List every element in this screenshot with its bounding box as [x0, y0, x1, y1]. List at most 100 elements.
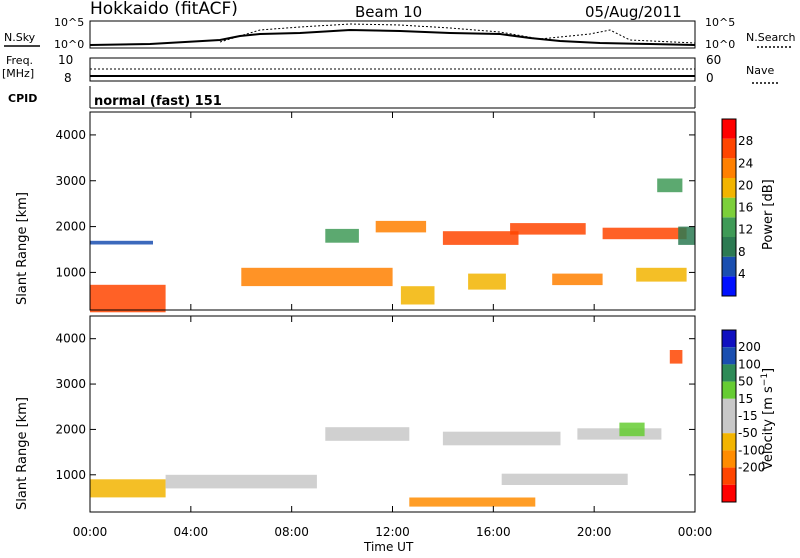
x-tick-label: 00:00 [73, 525, 108, 539]
y-tick-label: 1000 [55, 265, 86, 279]
power-yticks: 1000 2000 3000 4000 [55, 128, 695, 279]
freq-label-2: [MHz] [2, 67, 34, 80]
x-axis-label: Time UT [363, 540, 414, 554]
x-tick-label: 16:00 [476, 525, 511, 539]
x-tick-label: 08:00 [274, 525, 309, 539]
power-ylabel: Slant Range [km] [15, 192, 30, 305]
velocity-ylabel: Slant Range [km] [15, 397, 30, 510]
power-cell [657, 178, 683, 193]
cpid-label: CPID [8, 92, 37, 105]
power-colorbar-band [722, 197, 736, 218]
velocity-cell [165, 474, 317, 489]
velocity-colorbar-band [722, 467, 736, 485]
power-colorbar-label: Power [dB] [761, 179, 776, 250]
cpid-value: normal (fast) 151 [94, 94, 222, 109]
power-cell [602, 227, 687, 240]
power-colorbar-tick: 24 [738, 156, 753, 170]
velocity-cell [501, 473, 628, 485]
noise-sky-trace [89, 28, 696, 46]
power-cell [636, 267, 687, 282]
power-colorbar-band [722, 276, 736, 296]
noise-right-tick-bottom: 10^0 [705, 38, 735, 51]
velocity-colorbar-band [722, 416, 736, 434]
freq-left-tick-top: 10 [58, 53, 73, 67]
velocity-panel: 1000 2000 3000 4000 Slant Range [km] 200 100… [15, 315, 776, 513]
power-colorbar-tick: 28 [738, 134, 753, 148]
velocity-cell [409, 497, 536, 507]
noise-right-tick-top: 10^5 [705, 16, 735, 29]
velocity-colorbar-tick: 100 [738, 357, 761, 371]
velocity-yticks: 1000 2000 3000 4000 [55, 332, 695, 482]
power-colorbar-tick: 16 [738, 201, 753, 215]
velocity-cell [442, 431, 561, 446]
y-tick-label: 4000 [55, 128, 86, 142]
power-colorbar-tick: 12 [738, 223, 753, 237]
velocity-cells [90, 350, 683, 507]
velocity-colorbar-band [722, 484, 736, 502]
noise-search-trace [219, 23, 696, 44]
y-tick-label: 3000 [55, 377, 86, 391]
velocity-colorbar: 200 100 50 15 -15 -50 -100 -200 [721, 329, 765, 503]
power-cell [552, 273, 603, 286]
power-cell [510, 223, 586, 235]
x-tick-label: 12:00 [375, 525, 410, 539]
power-colorbar-band [722, 178, 736, 198]
x-tick-label: 00:00 [678, 525, 713, 539]
power-colorbar-band [722, 256, 736, 277]
power-colorbar-band [722, 237, 736, 257]
velocity-colorbar-band [722, 347, 736, 365]
power-cell [678, 226, 695, 245]
power-colorbar-band [722, 138, 736, 159]
velocity-colorbar-band [722, 450, 736, 468]
y-tick-label: 1000 [55, 468, 86, 482]
power-cell [90, 284, 166, 313]
noise-panel: N.Sky 10^5 10^0 10^5 10^0 N.Search [4, 16, 796, 51]
freq-right-tick-bottom: 0 [706, 71, 714, 85]
power-colorbar-tick: 8 [738, 245, 746, 259]
power-colorbar-band [722, 119, 736, 139]
nave-label: Nave [746, 64, 774, 77]
velocity-cell [90, 479, 166, 498]
power-colorbar-frame [721, 118, 737, 297]
noise-right-label: N.Search [746, 31, 796, 44]
power-colorbar-tick: 20 [738, 178, 753, 192]
velocity-colorbar-tick: 50 [738, 375, 753, 389]
power-cell [375, 220, 427, 233]
velocity-colorbar-tick: 15 [738, 392, 753, 406]
power-cell [241, 267, 393, 287]
velocity-colorbar-tick: -50 [738, 426, 758, 440]
station-title: Hokkaido (fitACF) [90, 0, 238, 19]
velocity-colorbar-band [722, 433, 736, 451]
x-tick-label: 20:00 [577, 525, 612, 539]
velocity-colorbar-tick: -15 [738, 409, 758, 423]
velocity-cell [325, 427, 410, 441]
power-colorbar: 4 8 12 16 20 24 28 [721, 118, 753, 297]
x-tick-label: 04:00 [174, 525, 209, 539]
y-tick-label: 4000 [55, 332, 86, 346]
y-tick-label: 2000 [55, 220, 86, 234]
power-colorbar-tick: 4 [738, 267, 746, 281]
power-colorbar-band [722, 217, 736, 237]
power-cell [90, 240, 153, 245]
velocity-colorbar-tick: -100 [738, 443, 765, 457]
beam-title: Beam 10 [355, 3, 422, 21]
power-cell [468, 273, 506, 290]
time-axis: 00:00 04:00 08:00 12:00 16:00 20:00 00:00 [73, 112, 713, 539]
noise-left-label: N.Sky [4, 31, 36, 44]
power-colorbar-band [722, 158, 736, 178]
date-title: 05/Aug/2011 [585, 3, 682, 21]
power-cell [400, 286, 435, 305]
velocity-colorbar-band [722, 364, 736, 382]
velocity-cell [669, 350, 683, 364]
power-panel: 1000 2000 3000 4000 Slant Range [km] 4 8 12 16… [15, 111, 776, 313]
velocity-cell [619, 422, 645, 437]
velocity-colorbar-band [722, 381, 736, 399]
velocity-colorbar-band [722, 398, 736, 416]
y-tick-label: 3000 [55, 174, 86, 188]
velocity-colorbar-tick: -200 [738, 461, 765, 475]
velocity-colorbar-tick: 200 [738, 340, 761, 354]
power-cells [90, 178, 695, 313]
cpid-panel: CPID normal (fast) 151 [8, 86, 696, 109]
frequency-panel: Freq. [MHz] 10 8 60 0 Nave [2, 53, 780, 85]
